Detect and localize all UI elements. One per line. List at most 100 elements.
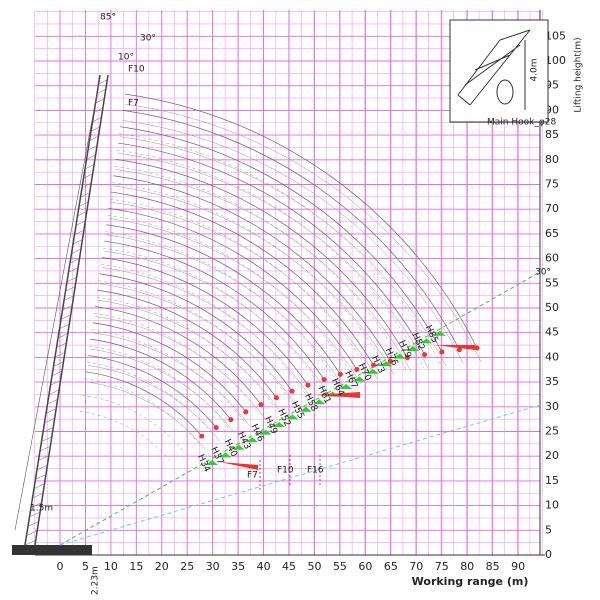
y-tick-label: 100 bbox=[545, 54, 566, 67]
lattice bbox=[36, 464, 48, 471]
hook-marker bbox=[246, 437, 259, 443]
jib-arc bbox=[120, 126, 443, 353]
lattice bbox=[98, 79, 108, 85]
inset-hook bbox=[496, 79, 514, 105]
lattice bbox=[86, 154, 96, 160]
x-tick-label: 30 bbox=[206, 560, 220, 573]
jib-arc bbox=[124, 93, 478, 349]
lattice bbox=[95, 98, 105, 104]
hook-marker bbox=[433, 330, 446, 336]
jib-arc bbox=[108, 218, 362, 384]
hook-marker bbox=[340, 384, 352, 389]
red-fan bbox=[315, 392, 360, 398]
lattice bbox=[53, 361, 64, 367]
end-marker bbox=[422, 352, 428, 358]
boom bbox=[34, 74, 109, 546]
end-marker bbox=[456, 347, 462, 353]
end-marker bbox=[404, 355, 410, 361]
y-tick-label: 30 bbox=[545, 400, 559, 413]
end-marker bbox=[474, 345, 480, 351]
jib-arc bbox=[104, 240, 325, 380]
jib-arc bbox=[101, 257, 309, 386]
jib-arc bbox=[90, 338, 232, 420]
jib-arc bbox=[101, 267, 313, 400]
jib-arc bbox=[106, 234, 345, 389]
x-tick-label: 35 bbox=[231, 560, 245, 573]
jib-arc bbox=[108, 208, 358, 370]
jib-arc bbox=[97, 299, 281, 412]
green-arc bbox=[103, 247, 324, 391]
lattice bbox=[44, 417, 55, 424]
geometry bbox=[12, 74, 541, 555]
y-tick-label: 105 bbox=[545, 29, 566, 42]
red-fan bbox=[220, 462, 258, 470]
y-tick-label: 75 bbox=[545, 178, 559, 191]
jib-arc bbox=[115, 159, 408, 358]
jib-arc bbox=[110, 201, 378, 380]
guide-line bbox=[59, 404, 541, 546]
end-marker bbox=[273, 395, 279, 401]
lattice bbox=[54, 352, 66, 358]
lattice bbox=[84, 164, 95, 170]
red-fan bbox=[435, 345, 475, 350]
y-tick-label: 60 bbox=[545, 252, 559, 265]
x-tick-label: 80 bbox=[460, 560, 474, 573]
fly-jib-label: F7 bbox=[247, 471, 258, 481]
x-tick-label: 60 bbox=[358, 560, 372, 573]
x-tick-label: 10 bbox=[104, 560, 118, 573]
y-tick-label: 10 bbox=[545, 499, 559, 512]
lattice bbox=[90, 126, 101, 132]
lattice bbox=[81, 182, 92, 189]
jib-angle-max: 30° bbox=[140, 34, 156, 44]
x-tick-label: 25 bbox=[180, 560, 194, 573]
y-axis-title: Lifting height(m) bbox=[574, 37, 584, 112]
y-tick-label: 5 bbox=[545, 523, 552, 536]
lattice bbox=[66, 276, 77, 283]
jib-arc bbox=[97, 289, 277, 398]
x-tick-label: 40 bbox=[257, 560, 271, 573]
green-arc bbox=[84, 378, 200, 445]
end-marker bbox=[370, 362, 376, 368]
green-arc bbox=[112, 182, 390, 374]
y-tick-label: 50 bbox=[545, 301, 559, 314]
lattice bbox=[57, 333, 68, 339]
hook-marker bbox=[232, 444, 245, 450]
hook-marker bbox=[299, 406, 312, 412]
x-tick-label: 0 bbox=[57, 560, 64, 573]
y-tick-label: 15 bbox=[545, 474, 559, 487]
x-tick-label: 45 bbox=[282, 560, 296, 573]
lattice bbox=[65, 286, 76, 292]
green-arc bbox=[109, 198, 373, 378]
end-marker bbox=[258, 402, 264, 408]
jib-arc bbox=[122, 120, 464, 364]
lattice bbox=[72, 239, 83, 245]
lattice bbox=[56, 342, 67, 348]
green-arc bbox=[96, 296, 276, 408]
pendant bbox=[14, 77, 101, 531]
lattice bbox=[80, 192, 90, 198]
jib-arc bbox=[124, 103, 482, 363]
jib-arc bbox=[115, 169, 412, 372]
tip-lower: F7 bbox=[128, 99, 139, 109]
x-tick-label: 75 bbox=[435, 560, 449, 573]
hook-marker bbox=[393, 353, 406, 359]
jib-arc bbox=[106, 224, 341, 375]
jib-angle-min: 10° bbox=[118, 53, 134, 63]
lattice bbox=[63, 295, 74, 301]
jib-arc bbox=[92, 332, 250, 427]
green-arc bbox=[100, 264, 307, 397]
jib-arc bbox=[99, 273, 293, 392]
offset-a: 1.5m bbox=[30, 504, 53, 514]
lattice bbox=[33, 483, 45, 489]
y-tick-label: 65 bbox=[545, 227, 559, 240]
green-arc bbox=[93, 313, 260, 415]
lattice bbox=[87, 145, 98, 151]
guide-angle: 30° bbox=[535, 268, 551, 278]
lattice bbox=[68, 267, 79, 273]
inset-frame bbox=[449, 19, 549, 123]
lattice bbox=[89, 135, 99, 142]
lattice bbox=[62, 305, 73, 311]
lattice bbox=[71, 248, 82, 254]
crawler bbox=[12, 545, 92, 555]
fly-jib-label: F16 bbox=[307, 466, 324, 476]
